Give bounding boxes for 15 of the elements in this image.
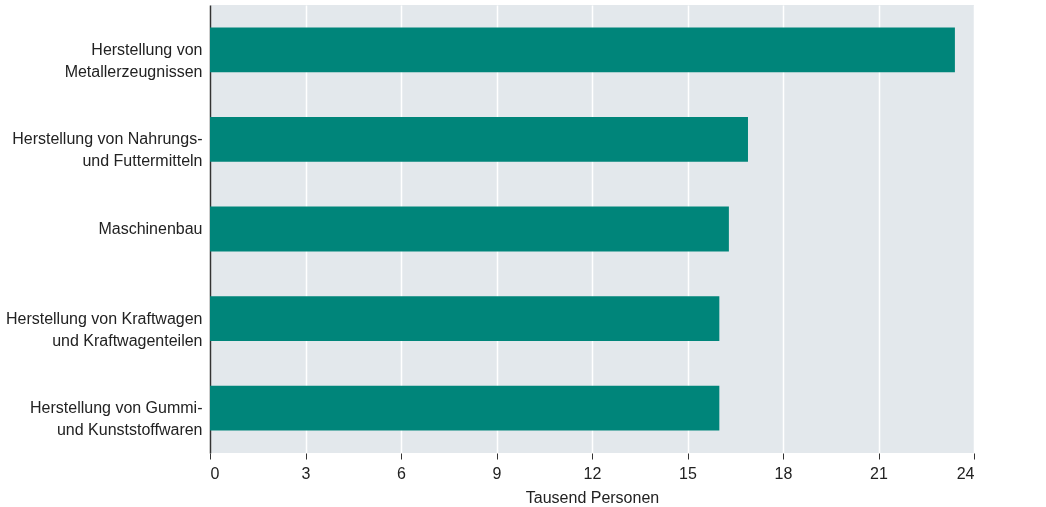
x-tick-label: 12 (583, 464, 602, 482)
x-tick-label: 18 (774, 464, 793, 482)
x-tick-label: 21 (870, 464, 888, 482)
x-axis-title: Tausend Personen (525, 488, 660, 506)
x-tick-label: 0 (210, 464, 220, 482)
x-tick-label: 24 (956, 464, 975, 482)
x-tick-label: 3 (301, 464, 311, 482)
x-tick-label: 9 (492, 464, 502, 482)
y-tick-label: Herstellung von Kraftwagen und Kraftwagenteilen (5, 309, 203, 349)
y-tick-label: Maschinenbau (98, 220, 203, 237)
x-tick-label: 15 (679, 464, 697, 482)
x-tick-label: 6 (397, 464, 407, 482)
y-tick-label: Herstellung von Metallerzeugnissen (64, 40, 203, 80)
y-tick-label: Herstellung von Nahrungs- und Futtermitteln (12, 130, 203, 170)
y-tick-label: Herstellung von Gummi- und Kunststoffwaren (30, 399, 203, 439)
